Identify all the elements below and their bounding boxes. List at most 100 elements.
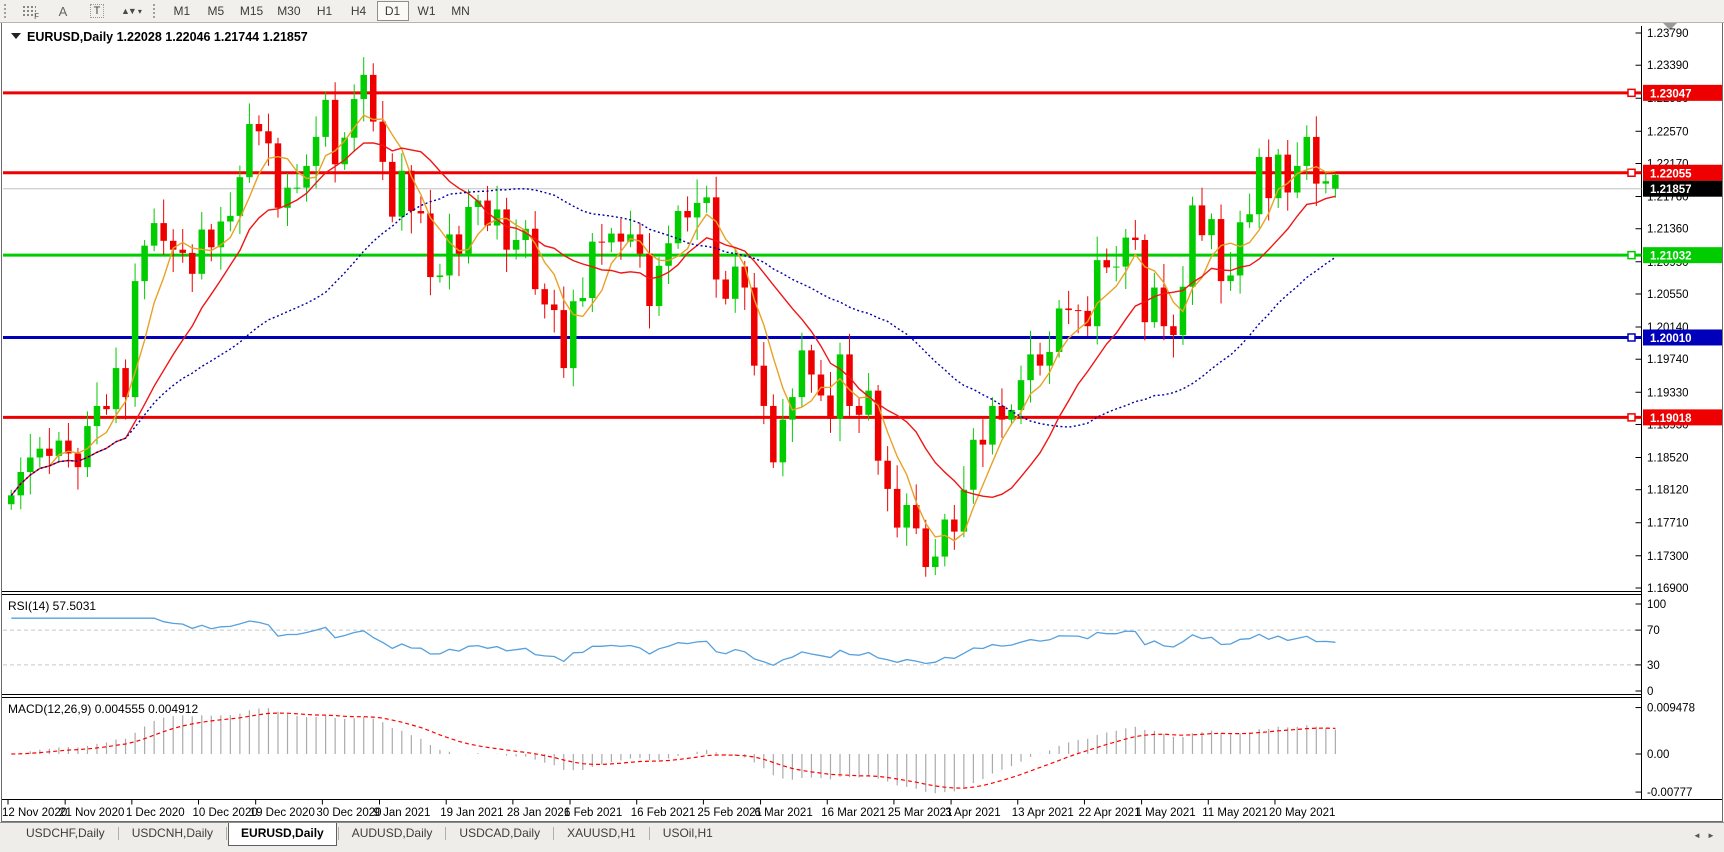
rsi-line [11,617,1336,667]
date-tick-label: 25 Feb 2021 [697,807,762,819]
timeframe-buttons-group: M1 M5 M15 M30 H1 H4 D1 W1 MN [165,1,478,21]
label-a-icon: A [58,3,68,19]
candle-body [1160,287,1168,327]
candle-body [131,281,139,398]
hline-handle[interactable] [1627,168,1636,178]
candle-body [922,528,929,568]
timeframe-button-h4[interactable]: H4 [350,4,367,18]
candle-body [932,556,939,568]
candle-body [989,405,996,445]
candle-body [1208,219,1215,236]
timeframe-button-m30[interactable]: M30 [277,4,301,18]
candle-body [941,519,949,557]
hline-price-badge [1643,164,1722,181]
symbol-tab-usdchf[interactable]: USDCHF,Daily [26,826,105,840]
candle-body [36,448,44,458]
date-tick-label: 9 Jan 2021 [374,807,431,819]
arrow-objects-icon: ▲▼ [121,6,137,16]
candle-body [684,211,691,218]
hline-handle[interactable] [1627,413,1636,422]
macd-scale-label: 0.009478 [1647,703,1695,715]
candle-body [1151,287,1158,323]
price-tick-label: 1.22570 [1647,126,1689,138]
tabs-scroll-right-button[interactable]: ► [1707,830,1715,840]
symbol-tab-usdcnh[interactable]: USDCNH,Daily [131,826,214,840]
price-tick-label: 1.20550 [1647,289,1689,301]
candle-body [389,161,396,217]
label-tool-button[interactable]: A [47,1,79,21]
symbol-tab-usdcad[interactable]: USDCAD,Daily [459,826,541,840]
timeframe-button-d1[interactable]: D1 [376,1,409,21]
rsi-scale-label: 100 [1647,599,1666,611]
ma-mid-line [10,142,1336,499]
text-tool-button[interactable]: T [81,1,113,21]
candle-body [970,439,977,490]
timeframe-button-m15[interactable]: M15 [239,4,264,18]
rsi-scale-label: 70 [1647,625,1660,637]
hline-price-badge [1643,329,1722,346]
candle-body [246,124,253,178]
candle-body [512,240,520,250]
arrow-objects-tool-button[interactable]: ▲▼ ▾ [115,1,148,21]
candle-body [598,241,606,243]
symbol-tab-xauusd[interactable]: XAUUSD,H1 [567,826,636,840]
candle-body [722,279,729,299]
candle-body [274,143,282,208]
timeframe-button-h1[interactable]: H1 [316,4,333,18]
price-tick-label: 1.19740 [1647,354,1689,366]
candle-body [1236,222,1244,276]
candle-body [865,390,872,415]
candle-body [465,206,472,254]
date-tick-label: 6 Feb 2021 [564,807,622,819]
hline-handle[interactable] [1627,333,1636,342]
grid-fibo-tool-button[interactable]: F [13,1,45,21]
tabs-scroll-left-button[interactable]: ◄ [1693,830,1701,840]
hline-price-badge [1643,247,1722,264]
chart-shift-marker-icon[interactable] [1663,23,1677,30]
candle-body [1027,354,1034,381]
candle-body [646,253,653,307]
candle-body [712,197,720,280]
symbol-tab-usoil[interactable]: USOil,H1 [662,826,713,840]
candle-body [798,350,806,398]
candle-body [303,165,310,188]
hline-handle[interactable] [1627,250,1636,260]
candle-body [979,439,987,445]
hline-price-badge-label: 1.21032 [1650,251,1692,263]
chart-collapse-icon[interactable] [11,33,21,39]
timeframe-button-mn[interactable]: MN [451,4,470,18]
date-tick-label: 28 Jan 2021 [507,807,570,819]
symbol-tab-audusd[interactable]: AUDUSD,Daily [351,826,433,840]
hline-handle[interactable] [1627,88,1636,98]
timeframe-button-m5[interactable]: M5 [207,4,225,18]
date-tick-label: 25 Mar 2021 [888,807,953,819]
candle-body [998,405,1006,420]
candle-body [1294,165,1301,193]
candle-body [198,229,206,274]
candle-body [84,426,91,468]
toolbar-drag-handle-2[interactable] [151,3,157,19]
candle-body [455,234,463,254]
toolbar-drag-handle[interactable] [3,3,8,19]
tab-divider [226,827,228,840]
dropdown-caret-icon[interactable]: ▾ [137,6,142,16]
candle-body [27,457,34,472]
candle-body [731,266,739,299]
candle-body [531,228,539,290]
candle-body [55,440,63,456]
candle-body [1189,205,1196,287]
symbol-tab-eurusd[interactable]: EURUSD,Daily [228,823,337,846]
date-tick-label: 1 May 2021 [1136,807,1196,819]
candle-body [1255,157,1263,215]
bid-price-badge [1643,180,1722,197]
candle-body [369,74,377,122]
candle-body [760,365,768,406]
date-tick-label: 16 Feb 2021 [631,807,696,819]
timeframe-button-m1[interactable]: M1 [173,4,191,18]
date-tick-label: 10 Dec 2020 [193,807,258,819]
timeframe-button-w1[interactable]: W1 [417,4,436,18]
candle-body [227,215,234,222]
date-tick-label: 6 Mar 2021 [755,807,813,819]
candle-body [560,310,568,369]
